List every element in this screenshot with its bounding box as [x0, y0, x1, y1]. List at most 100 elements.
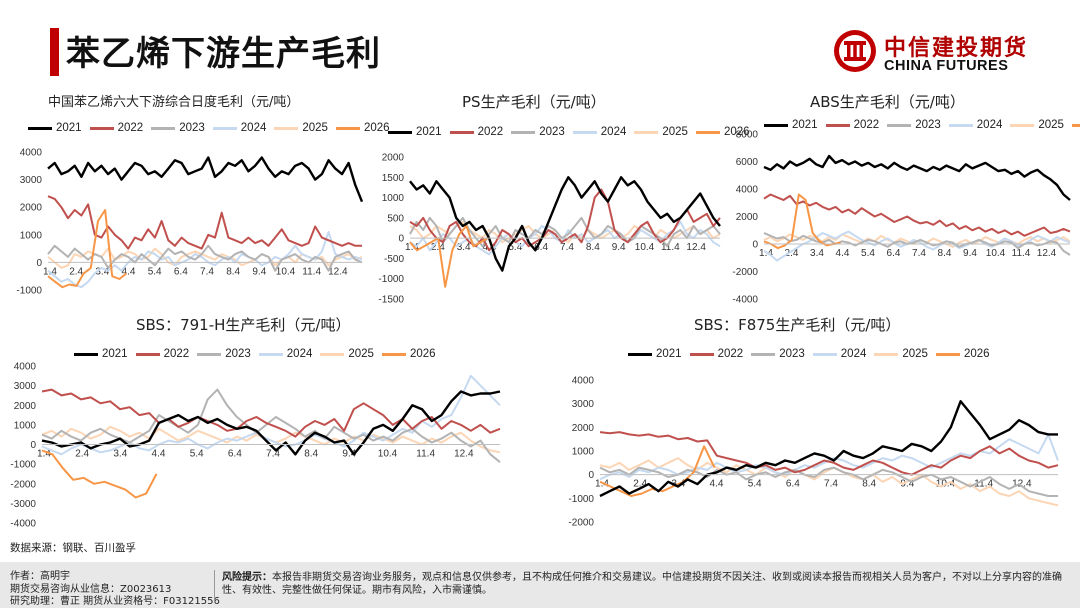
x-tick-label: 12.4: [328, 266, 348, 277]
x-tick-label: 8.4: [938, 248, 952, 259]
legend-swatch: [887, 123, 912, 127]
footer-author-info: 作者：高明宇 期货交易咨询从业信息：Z0023613 研究助理：曹正 期货从业资…: [10, 571, 220, 608]
x-tick-label: 11.4: [1012, 248, 1031, 259]
series-line-2023: [763, 232, 1071, 256]
legend-swatch: [74, 352, 98, 356]
legend-label: 2022: [117, 122, 144, 134]
legend-label: 2023: [915, 119, 941, 131]
legend-swatch: [274, 126, 299, 130]
x-tick-label: 8.4: [304, 449, 318, 460]
y-tick-label: 2000: [14, 401, 37, 412]
series-line-2022: [763, 193, 1071, 237]
legend-swatch: [28, 126, 52, 130]
legend-swatch: [874, 352, 899, 356]
legend-swatch: [628, 352, 652, 356]
x-tick-label: 3.4: [95, 266, 109, 277]
legend-label: 2026: [409, 348, 436, 360]
x-tick-label: 5.4: [148, 266, 162, 277]
x-tick-label: 2.4: [785, 248, 799, 259]
legend-label: 2022: [717, 348, 744, 360]
x-tick-label: 9.4: [612, 242, 626, 253]
legend-item-2026: 2026: [381, 348, 436, 360]
y-tick-label: 4000: [736, 185, 759, 196]
x-tick-label: 7.4: [560, 242, 574, 253]
legend-label: 2022: [163, 348, 190, 360]
legend-label: 2023: [225, 348, 251, 360]
chart-ps-margin: PS生产毛利（元/吨） 2021 2022 2023 2024 2025 2026 -1500…: [372, 85, 749, 310]
chart-legend: 2021 2022 2023 2024 2025 2026: [74, 348, 436, 360]
x-tick-label: 5.4: [190, 449, 204, 460]
series-line-2021: [41, 390, 501, 456]
y-tick-label: 4000: [14, 362, 37, 373]
y-tick-label: 0: [30, 440, 36, 451]
legend-label: 2024: [600, 126, 627, 138]
legend-item-2023: 2023: [511, 126, 565, 138]
legend-label: 2024: [240, 122, 267, 134]
y-tick-label: 3000: [20, 175, 43, 186]
x-tick-label: 11.4: [974, 479, 993, 490]
series-line-2022: [599, 431, 1059, 476]
footer-assistant: 研究助理：曹正 期货从业资格号：F03121556: [10, 596, 220, 607]
legend-label: 2025: [348, 348, 374, 360]
x-tick-label: 12.4: [686, 242, 706, 253]
legend-item-2024: 2024: [258, 348, 313, 360]
legend-item-2025: 2025: [634, 126, 688, 138]
legend-swatch: [812, 352, 837, 356]
x-tick-label: 12.4: [1037, 248, 1057, 259]
legend-label: 2025: [902, 348, 928, 360]
x-tick-label: 11.4: [661, 242, 680, 253]
y-tick-label: 0: [36, 258, 42, 269]
y-tick-label: -4000: [10, 519, 36, 530]
y-tick-label: -2000: [568, 518, 594, 529]
legend-item-2024: 2024: [812, 348, 866, 360]
legend-swatch: [89, 126, 114, 130]
y-tick-label: 3000: [14, 381, 37, 392]
y-tick-label: -2000: [10, 479, 36, 490]
legend-item-2026: 2026: [695, 126, 750, 138]
footer-risk-notice: 风险提示：本报告非期货交易咨询业务服务，观点和信息仅供参考，且不构成任何推介和交…: [222, 571, 1062, 597]
series-line-2023: [409, 216, 721, 248]
series-line-2021: [409, 176, 721, 272]
legend-label: 2024: [286, 348, 313, 360]
series-line-2023: [41, 388, 501, 463]
legend-item-2023: 2023: [887, 119, 941, 131]
y-tick-label: -500: [384, 254, 404, 265]
x-tick-label: 8.4: [862, 479, 876, 490]
legend-label: 2022: [477, 126, 504, 138]
chart-composite-margin: 中国苯乙烯六大下游综合日度毛利（元/吨） 2021 2022 2023 2024 2025…: [0, 85, 389, 300]
x-tick-label: 10.4: [276, 266, 296, 277]
y-tick-label: 500: [387, 213, 404, 224]
x-tick-label: 12.4: [1012, 479, 1032, 490]
footer-license: 期货交易咨询从业信息：Z0023613: [10, 583, 172, 595]
legend-label: 2021: [416, 126, 442, 138]
x-tick-label: 1.4: [405, 242, 419, 253]
x-tick-label: 1.4: [595, 479, 609, 490]
y-tick-label: 1000: [382, 193, 405, 204]
series-line-2026: [47, 209, 128, 289]
x-tick-label: 3.4: [457, 242, 471, 253]
legend-swatch: [634, 130, 659, 134]
legend-swatch: [825, 123, 850, 127]
x-tick-label: 12.4: [454, 449, 474, 460]
legend-swatch: [151, 126, 176, 130]
legend-item-2022: 2022: [689, 348, 744, 360]
legend-swatch: [258, 352, 283, 356]
page-title: 苯乙烯下游生产毛利: [66, 34, 381, 74]
x-tick-label: 3.4: [113, 449, 127, 460]
chart-title: SBS：791-H生产毛利（元/吨）: [136, 316, 351, 334]
y-tick-label: 2000: [20, 203, 43, 214]
x-tick-label: 8.4: [226, 266, 240, 277]
y-tick-label: -1000: [378, 274, 404, 285]
legend-swatch: [335, 126, 360, 130]
x-tick-label: 4.4: [710, 479, 724, 490]
x-tick-label: 7.4: [824, 479, 838, 490]
y-tick-label: 0: [588, 470, 594, 481]
x-tick-label: 7.4: [912, 248, 926, 259]
x-tick-label: 4.4: [836, 248, 850, 259]
x-tick-label: 4.4: [122, 266, 136, 277]
legend-label: 2021: [102, 348, 128, 360]
y-tick-label: -1000: [10, 460, 36, 471]
x-tick-label: 6.4: [228, 449, 242, 460]
